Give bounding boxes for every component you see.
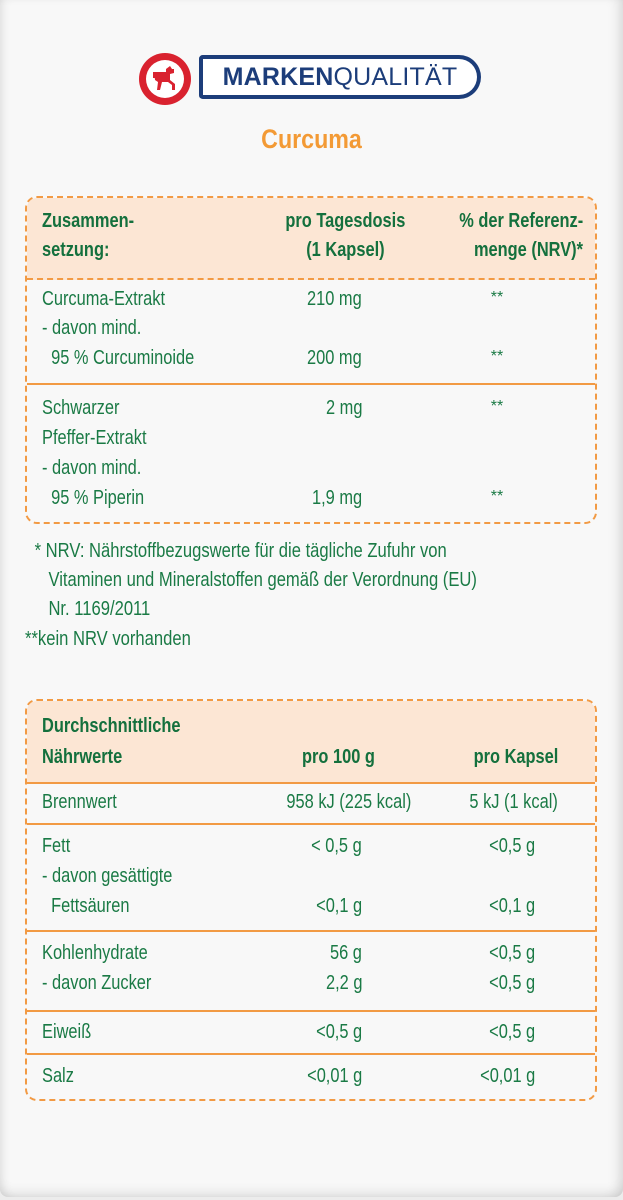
row-nrv: ** bbox=[490, 398, 504, 415]
header-col1-line1: Durchschnittliche bbox=[42, 715, 181, 737]
row-label: Kohlenhydrate bbox=[42, 942, 148, 964]
row-per100: 958 kJ (225 kcal) bbox=[286, 791, 411, 813]
row-per100: <0,5 g bbox=[315, 1021, 362, 1043]
header-col3: pro Kapsel bbox=[473, 746, 558, 768]
row-per100: < 0,5 g bbox=[311, 835, 362, 857]
row-nrv: ** bbox=[490, 289, 504, 306]
centaur-icon bbox=[139, 53, 191, 105]
header-col3-line1: % der Referenz- bbox=[459, 210, 583, 232]
row-per-capsule: <0,5 g bbox=[488, 835, 535, 857]
row-amount: 1,9 mg bbox=[311, 487, 362, 509]
row-amount: 200 mg bbox=[307, 347, 362, 369]
header-col1-line2: setzung: bbox=[42, 239, 110, 261]
product-title: Curcuma bbox=[261, 124, 362, 154]
nutrition-group-carbs: Kohlenhydrate 56 g <0,5 g - davon Zucker… bbox=[27, 933, 595, 1012]
row-per-capsule: <0,1 g bbox=[488, 895, 535, 917]
row-label: Fett bbox=[42, 835, 71, 857]
row-label: Eiweiß bbox=[42, 1021, 92, 1043]
row-label: - davon mind. bbox=[42, 317, 142, 339]
brand-logo: MARKEN QUALITÄT bbox=[139, 52, 483, 110]
row-per100: <0,1 g bbox=[315, 895, 362, 917]
row-nrv: ** bbox=[490, 348, 504, 365]
header-col2: pro 100 g bbox=[302, 746, 375, 768]
header-col2-line1: pro Tagesdosis bbox=[285, 210, 405, 232]
row-label: Brennwert bbox=[42, 791, 117, 813]
row-label: Curcuma-Extrakt bbox=[42, 288, 166, 310]
composition-header: Zusammen- setzung: pro Tagesdosis (1 Kap… bbox=[27, 198, 595, 280]
row-label: - davon Zucker bbox=[42, 972, 152, 994]
row-label: - davon mind. bbox=[42, 457, 142, 479]
header-col1-line2: Nährwerte bbox=[42, 746, 123, 768]
row-label: Pfeffer-Extrakt bbox=[42, 427, 147, 449]
composition-group-pepper: Schwarzer 2 mg ** Pfeffer-Extrakt - davo… bbox=[27, 386, 595, 522]
nutrition-group-fat: Fett < 0,5 g <0,5 g - davon gesättigte F… bbox=[27, 826, 595, 932]
row-label: 95 % Piperin bbox=[42, 487, 145, 509]
footnote-nrv-cont: Vitaminen und Mineralstoffen gemäß der V… bbox=[30, 569, 477, 591]
nutrition-row-protein: Eiweiß <0,5 g <0,5 g bbox=[27, 1013, 595, 1055]
row-per-capsule: <0,5 g bbox=[488, 942, 535, 964]
row-per-capsule: 5 kJ (1 kcal) bbox=[469, 791, 558, 813]
row-label: Fettsäuren bbox=[42, 895, 130, 917]
footnote-no-nrv: **kein NRV vorhanden bbox=[25, 628, 191, 650]
header-col1-line1: Zusammen- bbox=[42, 210, 135, 232]
header-col2-line2: (1 Kapsel) bbox=[306, 239, 385, 261]
composition-group-curcuma: Curcuma-Extrakt 210 mg ** - davon mind. … bbox=[27, 280, 595, 385]
row-label: - davon gesättigte bbox=[42, 865, 173, 887]
nutrition-table: Durchschnittliche Nährwerte pro 100 g pr… bbox=[25, 699, 597, 1101]
row-amount: 2 mg bbox=[325, 397, 362, 419]
row-per100: <0,01 g bbox=[306, 1065, 362, 1087]
row-per-capsule: <0,01 g bbox=[479, 1065, 535, 1087]
row-label: Salz bbox=[42, 1065, 74, 1087]
row-per-capsule: <0,5 g bbox=[488, 1021, 535, 1043]
row-label: Schwarzer bbox=[42, 397, 120, 419]
row-per100: 56 g bbox=[330, 942, 362, 964]
row-nrv: ** bbox=[490, 488, 504, 505]
row-label: 95 % Curcuminoide bbox=[42, 347, 195, 369]
brand-wordmark: MARKEN QUALITÄT bbox=[199, 55, 481, 99]
footnote-nrv: * NRV: Nährstoffbezugswerte für die tägl… bbox=[30, 540, 447, 562]
nutrition-row-salt: Salz <0,01 g <0,01 g bbox=[27, 1056, 595, 1099]
composition-table: Zusammen- setzung: pro Tagesdosis (1 Kap… bbox=[25, 196, 597, 524]
row-per100: 2,2 g bbox=[325, 972, 362, 994]
header-col3-line2: menge (NRV)* bbox=[473, 239, 583, 261]
row-amount: 210 mg bbox=[307, 288, 362, 310]
footnote-nrv-cont: Nr. 1169/2011 bbox=[30, 598, 151, 620]
row-per-capsule: <0,5 g bbox=[488, 972, 535, 994]
nutrition-header: Durchschnittliche Nährwerte pro 100 g pr… bbox=[27, 701, 595, 784]
nutrition-row-energy: Brennwert 958 kJ (225 kcal) 5 kJ (1 kcal… bbox=[27, 784, 595, 825]
